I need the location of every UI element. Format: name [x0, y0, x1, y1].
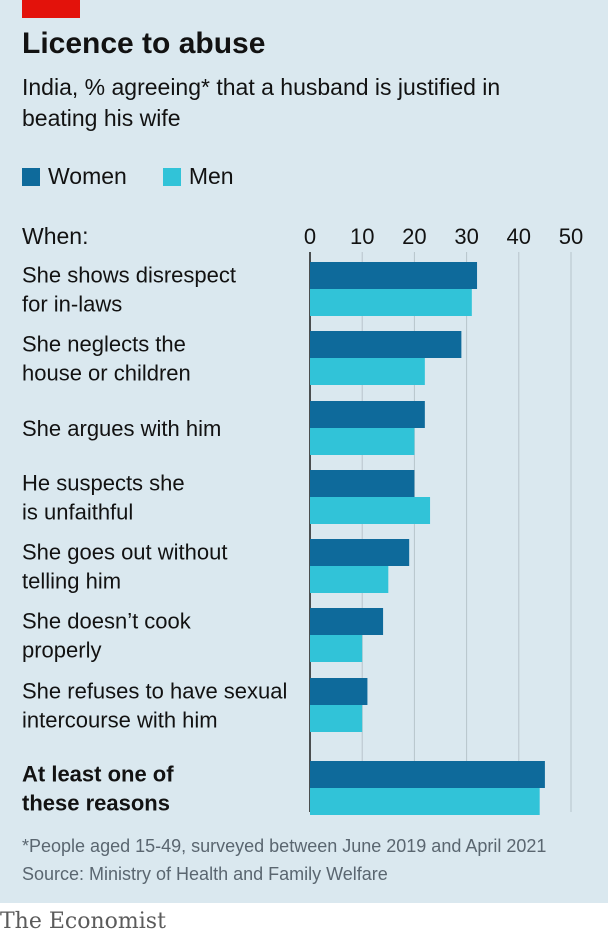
x-tick-label: 20	[402, 224, 426, 249]
x-tick-label: 40	[507, 224, 531, 249]
category-label: is unfaithful	[22, 500, 133, 525]
x-tick-label: 50	[559, 224, 583, 249]
legend-label-men: Men	[188, 163, 234, 189]
bar-men	[310, 358, 425, 385]
category-label: He suspects she	[22, 471, 185, 496]
x-tick-label: 30	[454, 224, 478, 249]
footnote: *People aged 15-49, surveyed between Jun…	[22, 836, 547, 856]
bar-men	[310, 705, 363, 732]
category-label: She argues with him	[22, 416, 221, 441]
bar-women	[310, 262, 478, 289]
category-label: She shows disrespect	[22, 263, 236, 288]
bar-men	[310, 497, 431, 524]
bar-men	[310, 566, 389, 593]
source-note: Source: Ministry of Health and Family We…	[22, 864, 388, 884]
bar-women	[310, 401, 425, 428]
legend-swatch-women	[22, 167, 40, 186]
footnote-block: *People aged 15-49, surveyed between Jun…	[22, 832, 546, 888]
bar-chart: 0 10 20 30 40 50 When: She shows disrespect for …	[22, 223, 583, 816]
category-label: intercourse with him	[22, 708, 218, 733]
category-label: properly	[22, 638, 101, 663]
brand-red-tag	[22, 0, 80, 18]
category-label: She doesn’t cook	[22, 609, 192, 634]
bar-women	[310, 331, 462, 358]
category-label: She refuses to have sexual	[22, 679, 287, 704]
category-header: When:	[22, 223, 88, 249]
legend-item-women: Women	[22, 163, 127, 190]
legend-item-men: Men	[162, 163, 234, 190]
category-label: house or children	[22, 361, 191, 386]
bar-men	[310, 788, 540, 815]
chart-subtitle: India, % agreeing* that a husband is jus…	[22, 74, 501, 131]
bar-women	[310, 761, 545, 788]
x-tick-label: 10	[350, 224, 374, 249]
category-label: She goes out without	[22, 540, 227, 565]
chart-title: Licence to abuse	[22, 27, 266, 60]
bar-women	[310, 608, 384, 635]
bar-men	[310, 635, 363, 662]
category-label: for in-laws	[22, 292, 122, 317]
bar-men	[310, 428, 415, 455]
bar-women	[310, 539, 410, 566]
chart-panel	[0, 0, 608, 903]
x-tick-label: 0	[304, 224, 316, 249]
legend-label-women: Women	[48, 163, 127, 189]
bar-men	[310, 289, 472, 316]
bar-women	[310, 470, 415, 497]
category-label: these reasons	[22, 791, 170, 816]
economist-wordmark: The Economist	[0, 909, 166, 934]
legend: Women Men	[22, 163, 270, 190]
legend-swatch-men	[162, 167, 181, 186]
category-label: At least one of	[22, 762, 174, 787]
bar-women	[310, 678, 368, 705]
category-label: She neglects the	[22, 332, 186, 357]
category-label: telling him	[22, 569, 121, 594]
